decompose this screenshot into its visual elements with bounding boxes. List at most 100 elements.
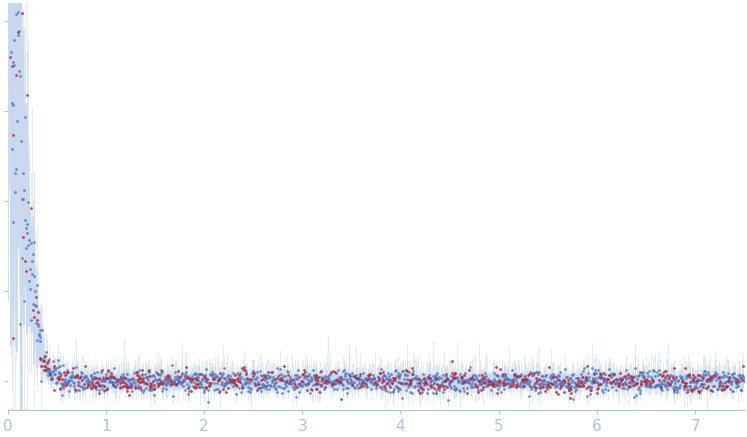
- Point: [98, 383, 110, 390]
- Point: [283, 379, 295, 386]
- Point: [25, 240, 37, 247]
- Point: [30, 303, 42, 310]
- Point: [529, 387, 541, 394]
- Point: [308, 371, 320, 378]
- Point: [625, 377, 637, 384]
- Point: [374, 369, 386, 376]
- Point: [400, 387, 412, 394]
- Point: [523, 393, 535, 400]
- Point: [421, 390, 433, 397]
- Point: [121, 382, 133, 388]
- Point: [580, 363, 592, 370]
- Point: [5, 49, 17, 55]
- Point: [484, 381, 496, 388]
- Point: [412, 379, 424, 386]
- Point: [725, 381, 737, 388]
- Point: [128, 369, 140, 376]
- Point: [19, 267, 31, 274]
- Point: [457, 379, 469, 386]
- Point: [96, 366, 108, 373]
- Point: [462, 378, 474, 385]
- Point: [138, 387, 150, 394]
- Point: [661, 385, 673, 392]
- Point: [516, 377, 528, 384]
- Point: [154, 380, 166, 387]
- Point: [368, 375, 380, 382]
- Point: [356, 370, 368, 377]
- Point: [260, 382, 272, 389]
- Point: [19, 187, 31, 194]
- Point: [518, 373, 530, 380]
- Point: [618, 374, 630, 381]
- Point: [208, 374, 220, 381]
- Point: [404, 377, 416, 384]
- Point: [580, 376, 592, 383]
- Point: [80, 378, 92, 385]
- Point: [196, 375, 208, 382]
- Point: [444, 378, 456, 385]
- Point: [114, 385, 126, 392]
- Point: [317, 377, 329, 384]
- Point: [542, 379, 554, 386]
- Point: [267, 381, 279, 388]
- Point: [184, 376, 196, 383]
- Point: [167, 381, 179, 388]
- Point: [334, 378, 346, 385]
- Point: [136, 372, 148, 379]
- Point: [487, 379, 499, 386]
- Point: [72, 375, 84, 382]
- Point: [97, 378, 109, 385]
- Point: [364, 370, 376, 377]
- Point: [347, 381, 359, 388]
- Point: [384, 388, 396, 395]
- Point: [608, 370, 620, 377]
- Point: [341, 378, 353, 385]
- Point: [267, 378, 279, 385]
- Point: [704, 375, 716, 382]
- Point: [61, 381, 73, 388]
- Point: [46, 375, 58, 382]
- Point: [28, 273, 40, 280]
- Point: [508, 370, 520, 377]
- Point: [601, 375, 613, 382]
- Point: [288, 376, 300, 383]
- Point: [480, 375, 492, 382]
- Point: [551, 376, 563, 383]
- Point: [457, 378, 469, 385]
- Point: [314, 369, 326, 376]
- Point: [604, 380, 616, 387]
- Point: [686, 376, 698, 383]
- Point: [390, 382, 402, 389]
- Point: [506, 382, 518, 389]
- Point: [651, 382, 663, 388]
- Point: [692, 387, 704, 394]
- Point: [666, 374, 678, 381]
- Point: [666, 372, 678, 379]
- Point: [641, 381, 653, 388]
- Point: [646, 375, 658, 382]
- Point: [131, 372, 143, 379]
- Point: [585, 378, 597, 385]
- Point: [424, 382, 436, 388]
- Point: [391, 383, 403, 390]
- Point: [222, 384, 234, 391]
- Point: [420, 379, 432, 386]
- Point: [351, 382, 363, 389]
- Point: [734, 373, 746, 380]
- Point: [87, 384, 99, 391]
- Point: [351, 375, 363, 382]
- Point: [520, 376, 532, 383]
- Point: [423, 376, 435, 383]
- Point: [161, 375, 173, 382]
- Point: [143, 367, 155, 374]
- Point: [89, 379, 101, 386]
- Point: [216, 371, 228, 378]
- Point: [83, 378, 95, 385]
- Point: [245, 385, 257, 392]
- Point: [132, 385, 144, 392]
- Point: [603, 371, 615, 378]
- Point: [329, 379, 341, 386]
- Point: [702, 378, 714, 385]
- Point: [562, 383, 574, 390]
- Point: [708, 374, 720, 381]
